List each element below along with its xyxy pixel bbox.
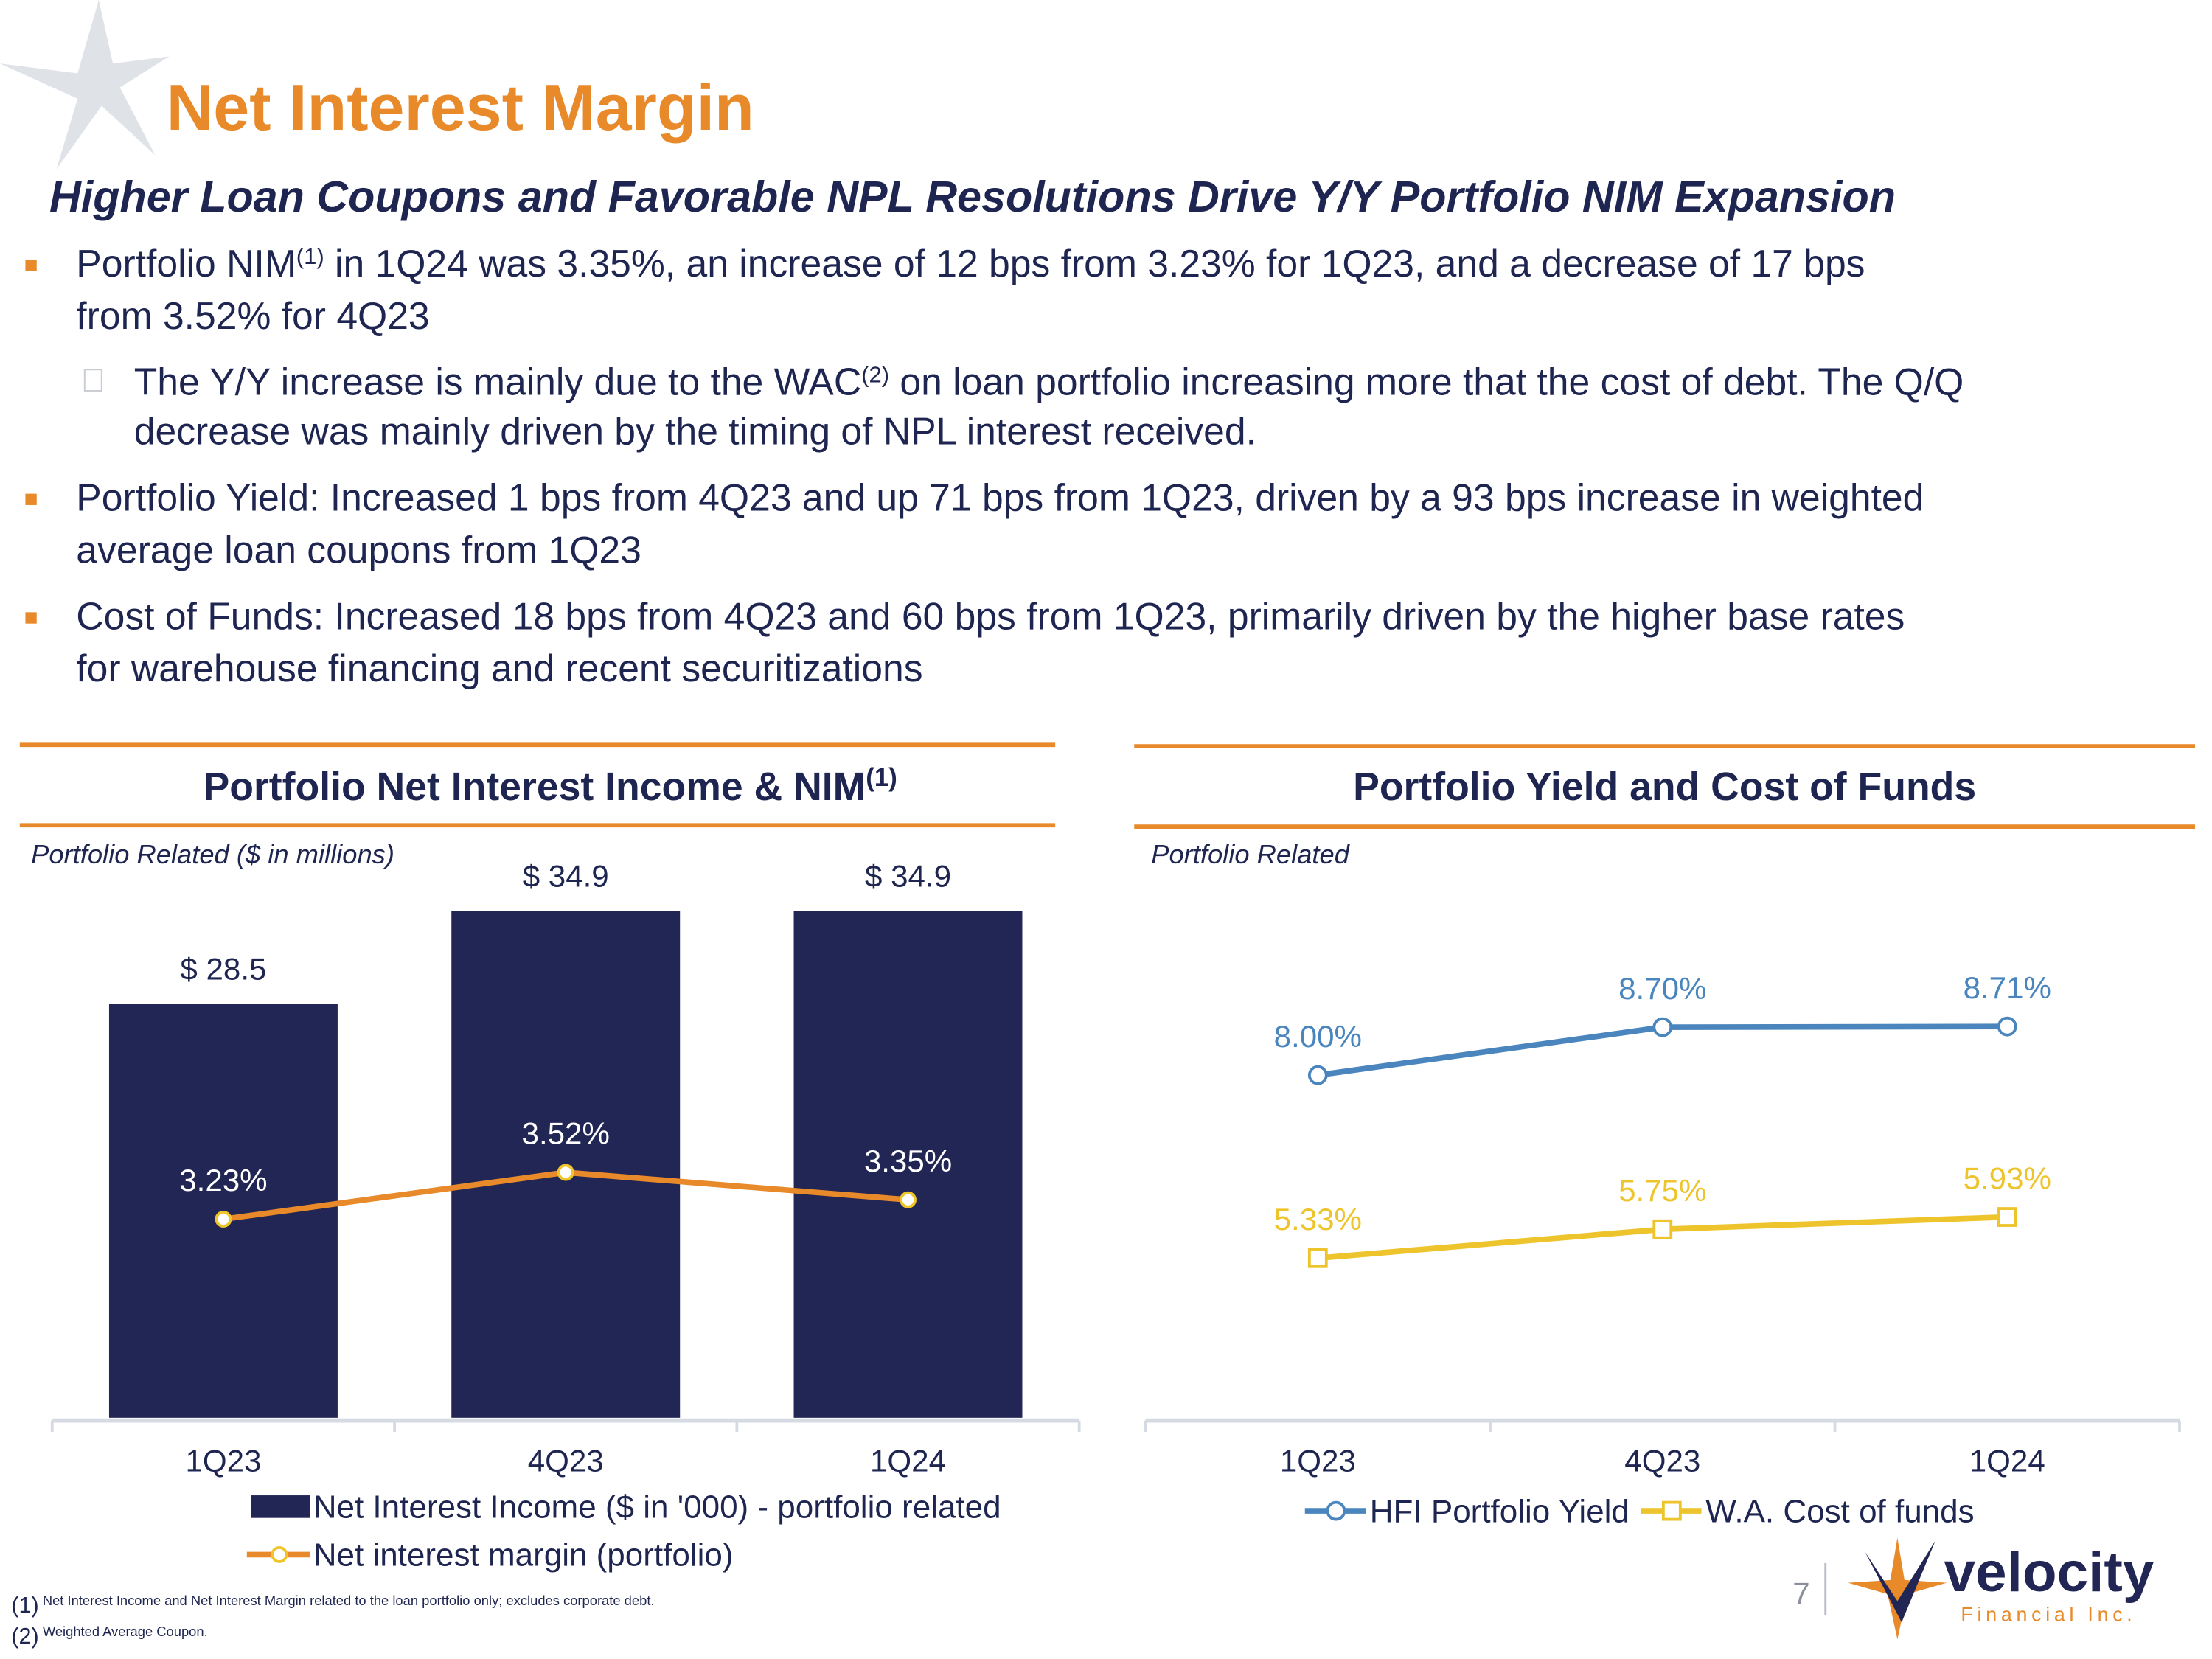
legend-marker bbox=[271, 1545, 288, 1563]
page-number: 7 bbox=[1792, 1576, 1809, 1610]
text-run: Portfolio NIM bbox=[76, 242, 296, 285]
value-label: 8.71% bbox=[1964, 970, 2051, 1005]
text-run: decrease was mainly driven by the timing… bbox=[134, 410, 1256, 453]
value-label: 5.75% bbox=[1618, 1173, 1706, 1208]
chart-subtitle: Portfolio Related ($ in millions) bbox=[31, 839, 394, 869]
value-label: 3.52% bbox=[522, 1116, 610, 1151]
x-tick-label: 4Q23 bbox=[528, 1444, 604, 1478]
bullet-marker bbox=[25, 493, 37, 505]
x-tick-label: 1Q24 bbox=[870, 1444, 946, 1478]
marker bbox=[1652, 1219, 1673, 1239]
legend-label: Net interest margin (portfolio) bbox=[313, 1537, 734, 1573]
logo-name: velocity bbox=[1944, 1541, 2154, 1604]
bullet-line: Cost of Funds: Increased 18 bps from 4Q2… bbox=[76, 594, 1905, 637]
marker bbox=[1997, 1207, 2017, 1227]
marker bbox=[900, 1191, 917, 1208]
sub-bullet-line: decrease was mainly driven by the timing… bbox=[134, 410, 1256, 453]
value-label: 8.00% bbox=[1274, 1019, 1362, 1054]
superscript: (2) bbox=[861, 361, 889, 387]
legend-label: HFI Portfolio Yield bbox=[1370, 1493, 1630, 1529]
slide-subtitle: Higher Loan Coupons and Favorable NPL Re… bbox=[49, 172, 1896, 221]
chart-subtitle: Portfolio Related bbox=[1151, 839, 1350, 869]
marker bbox=[1652, 1017, 1673, 1037]
marker bbox=[1997, 1016, 2017, 1037]
text-run: in 1Q24 was 3.35%, an increase of 12 bps… bbox=[324, 242, 1865, 285]
logo-mark bbox=[1848, 1537, 1947, 1640]
bar bbox=[793, 911, 1023, 1418]
text-run: on loan portfolio increasing more that t… bbox=[889, 361, 1964, 403]
bullet-line: for warehouse financing and recent secur… bbox=[76, 647, 922, 689]
slide-title: Net Interest Margin bbox=[167, 71, 754, 144]
bullet-list: Portfolio NIM(1) in 1Q24 was 3.35%, an i… bbox=[25, 242, 1964, 689]
marker bbox=[1307, 1065, 1328, 1085]
charts: Portfolio Net Interest Income & NIM(1)Po… bbox=[31, 762, 2181, 1573]
bullet-line: from 3.52% for 4Q23 bbox=[76, 294, 429, 337]
legend-marker bbox=[1326, 1500, 1346, 1521]
legend-label: Net Interest Income ($ in '000) - portfo… bbox=[313, 1489, 1001, 1526]
logo-tagline: Financial Inc. bbox=[1961, 1603, 2136, 1625]
text-run: (1) bbox=[11, 1593, 38, 1618]
chart-title: Portfolio Net Interest Income & NIM(1) bbox=[204, 762, 897, 809]
text-run: Portfolio Yield: Increased 1 bps from 4Q… bbox=[76, 476, 1924, 519]
x-tick-label: 1Q24 bbox=[1969, 1444, 2045, 1478]
footnote: (2) Weighted Average Coupon. bbox=[11, 1623, 207, 1649]
sub-bullet-marker bbox=[83, 369, 102, 392]
legend-marker bbox=[1661, 1500, 1682, 1521]
superscript: (1) bbox=[866, 762, 897, 791]
superscript: Weighted Average Coupon. bbox=[39, 1623, 208, 1638]
text-run: Cost of Funds: Increased 18 bps from 4Q2… bbox=[76, 594, 1905, 637]
bullet-line: average loan coupons from 1Q23 bbox=[76, 528, 641, 571]
footnote: (1) Net Interest Income and Net Interest… bbox=[11, 1592, 654, 1618]
x-tick-label: 1Q23 bbox=[1280, 1444, 1356, 1478]
value-label: 8.70% bbox=[1618, 971, 1706, 1006]
text-run: The Y/Y increase is mainly due to the WA… bbox=[134, 361, 861, 403]
value-label: 3.35% bbox=[864, 1144, 952, 1178]
text-run: (2) bbox=[11, 1624, 38, 1649]
superscript: (1) bbox=[296, 243, 324, 268]
text-run: Portfolio Yield and Cost of Funds bbox=[1353, 765, 1976, 809]
value-label: $ 34.9 bbox=[523, 859, 609, 894]
x-tick-label: 1Q23 bbox=[185, 1444, 261, 1478]
marker bbox=[1307, 1248, 1328, 1268]
sub-bullet-line: The Y/Y increase is mainly due to the WA… bbox=[134, 361, 1964, 403]
x-tick-label: 4Q23 bbox=[1624, 1444, 1700, 1478]
chart-title: Portfolio Yield and Cost of Funds bbox=[1353, 765, 1976, 809]
superscript: Net Interest Income and Net Interest Mar… bbox=[39, 1592, 655, 1607]
legend-swatch bbox=[251, 1495, 310, 1518]
bullet-line: Portfolio Yield: Increased 1 bps from 4Q… bbox=[76, 476, 1924, 519]
bullet-marker bbox=[25, 260, 37, 271]
text-run: for warehouse financing and recent secur… bbox=[76, 647, 922, 689]
marker bbox=[215, 1211, 232, 1228]
value-label: 5.33% bbox=[1274, 1202, 1362, 1237]
value-label: $ 34.9 bbox=[865, 859, 951, 894]
value-label: 5.93% bbox=[1964, 1161, 2051, 1195]
legend-label: W.A. Cost of funds bbox=[1705, 1493, 1974, 1529]
bullet-line: Portfolio NIM(1) in 1Q24 was 3.35%, an i… bbox=[76, 242, 1865, 285]
value-label: 3.23% bbox=[179, 1163, 267, 1197]
text-run: Portfolio Net Interest Income & NIM bbox=[204, 765, 866, 809]
bullet-marker bbox=[25, 612, 37, 624]
star-decoration bbox=[0, 0, 170, 170]
text-run: from 3.52% for 4Q23 bbox=[76, 294, 429, 337]
value-label: $ 28.5 bbox=[180, 952, 266, 987]
footnotes: (1) Net Interest Income and Net Interest… bbox=[11, 1592, 654, 1649]
marker bbox=[557, 1164, 574, 1181]
text-run: average loan coupons from 1Q23 bbox=[76, 528, 641, 571]
